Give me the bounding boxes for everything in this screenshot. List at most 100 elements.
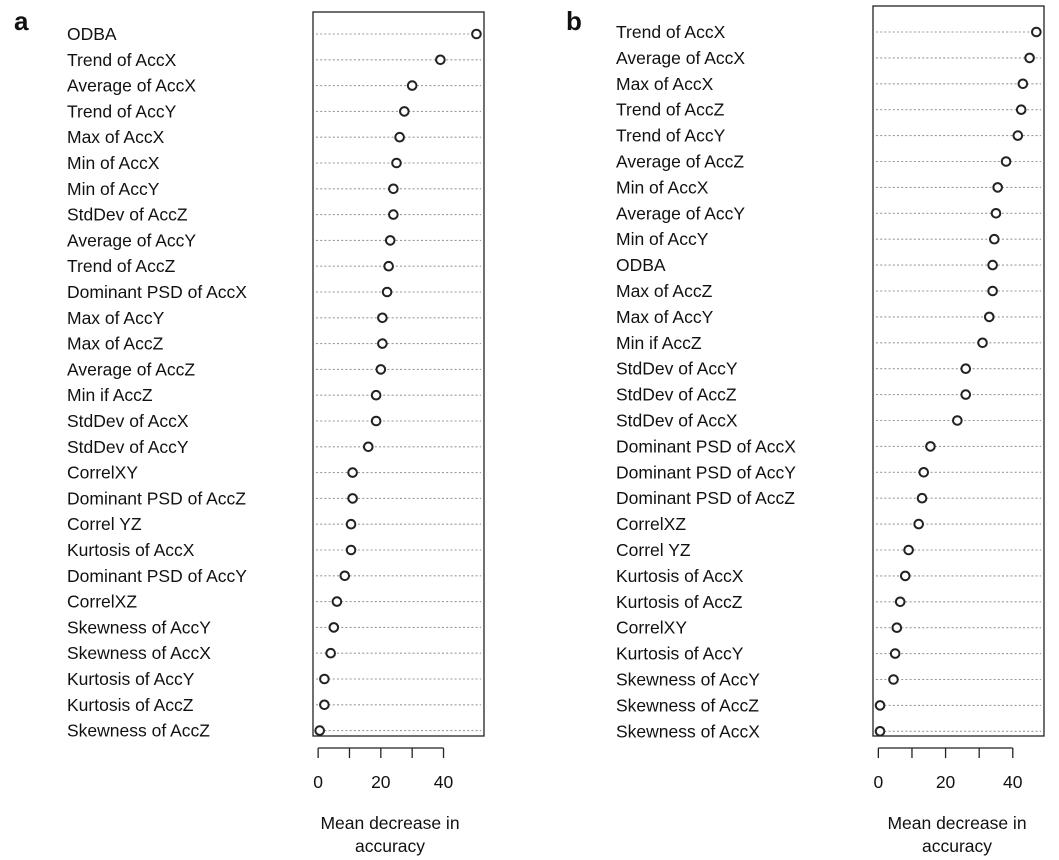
data-point: [314, 725, 326, 736]
data-point: [990, 208, 1002, 219]
data-point: [977, 337, 988, 349]
data-point: [370, 415, 382, 427]
category-label: StdDev of AccZ: [616, 385, 737, 405]
data-point: [960, 363, 972, 375]
data-point: [339, 570, 351, 582]
category-label: Skewness of AccX: [67, 643, 211, 663]
category-label: Min of AccX: [67, 153, 160, 173]
category-label: Correl YZ: [67, 514, 142, 534]
data-point: [987, 259, 998, 271]
data-point: [388, 209, 399, 220]
panel-letter-b: b: [566, 6, 582, 36]
category-label: Dominant PSD of AccZ: [616, 488, 795, 508]
data-point: [377, 312, 388, 324]
data-point: [1012, 130, 1024, 141]
category-label: Min of AccX: [616, 177, 709, 197]
category-label: ODBA: [67, 24, 117, 44]
x-axis-label: Mean decrease in: [320, 813, 459, 833]
data-point: [399, 106, 410, 117]
x-tick-label: 0: [313, 772, 323, 792]
category-label: Max of AccX: [67, 127, 165, 147]
data-point: [328, 622, 340, 633]
category-label: Min of AccY: [67, 179, 160, 199]
category-label: StdDev of AccY: [616, 359, 738, 379]
category-label: Average of AccX: [616, 48, 745, 68]
data-point: [1031, 26, 1042, 38]
category-label: ODBA: [616, 255, 666, 275]
data-point: [391, 157, 402, 169]
category-label: StdDev of AccX: [616, 411, 738, 431]
category-label: Average of AccY: [67, 230, 196, 250]
data-point: [918, 467, 930, 478]
category-label: Trend of AccY: [616, 126, 726, 146]
plot-frame: [872, 5, 1045, 737]
plot-frame: [312, 11, 485, 737]
category-label: Average of AccZ: [67, 359, 195, 379]
category-label: Max of AccY: [616, 307, 714, 327]
category-label: Kurtosis of AccY: [616, 644, 744, 664]
panel-letter-a: a: [14, 6, 29, 36]
category-label: Dominant PSD of AccX: [616, 436, 796, 456]
x-axis-label: accuracy: [355, 836, 425, 856]
data-point: [1015, 104, 1027, 115]
category-label: CorrelXZ: [616, 514, 686, 534]
category-label: Dominant PSD of AccY: [67, 566, 247, 586]
x-axis-label: accuracy: [922, 836, 992, 856]
data-point: [394, 131, 405, 143]
data-point: [388, 183, 399, 195]
category-label: Trend of AccZ: [67, 256, 176, 276]
category-label: Skewness of AccY: [67, 617, 211, 637]
data-point: [345, 544, 357, 556]
category-label: StdDev of AccX: [67, 411, 189, 431]
data-point: [889, 648, 901, 659]
data-point: [319, 673, 330, 685]
category-label: Kurtosis of AccX: [616, 566, 744, 586]
data-point: [331, 596, 343, 607]
data-point: [347, 493, 358, 504]
data-point: [913, 518, 924, 530]
category-label: Trend of AccX: [616, 22, 726, 42]
data-point: [874, 700, 886, 711]
category-label: StdDev of AccY: [67, 437, 189, 457]
x-tick-label: 40: [434, 772, 454, 792]
data-point: [362, 441, 374, 453]
data-point: [1000, 156, 1012, 167]
category-label: Trend of AccY: [67, 101, 177, 121]
data-point: [952, 415, 963, 426]
data-point: [903, 544, 914, 556]
data-point: [992, 182, 1003, 193]
data-point: [899, 570, 911, 582]
data-point: [471, 28, 482, 40]
data-point: [960, 389, 972, 400]
data-point: [377, 338, 388, 349]
data-point: [874, 726, 886, 737]
data-point: [325, 647, 336, 659]
data-point: [916, 492, 928, 504]
category-label: Max of AccX: [616, 74, 714, 94]
category-label: CorrelXZ: [67, 592, 137, 612]
category-label: Kurtosis of AccX: [67, 540, 195, 560]
x-tick-label: 20: [936, 772, 956, 792]
category-label: StdDev of AccZ: [67, 205, 188, 225]
data-point: [345, 518, 357, 530]
data-point: [1024, 52, 1035, 64]
x-tick-label: 20: [371, 772, 391, 792]
category-label: Min if AccZ: [616, 333, 702, 353]
data-point: [989, 233, 1000, 245]
data-point: [1017, 78, 1029, 90]
data-point: [370, 389, 382, 401]
category-label: Trend of AccZ: [616, 100, 725, 120]
category-label: Skewness of AccY: [616, 670, 760, 690]
data-point: [384, 235, 396, 246]
category-label: Kurtosis of AccY: [67, 669, 195, 689]
category-label: Kurtosis of AccZ: [67, 695, 194, 715]
x-tick-label: 40: [1003, 772, 1023, 792]
category-label: Dominant PSD of AccX: [67, 282, 247, 302]
category-label: Min of AccY: [616, 229, 709, 249]
x-tick-label: 0: [873, 772, 883, 792]
data-point: [891, 622, 903, 634]
category-label: Trend of AccX: [67, 50, 177, 70]
category-label: Skewness of AccZ: [616, 695, 759, 715]
